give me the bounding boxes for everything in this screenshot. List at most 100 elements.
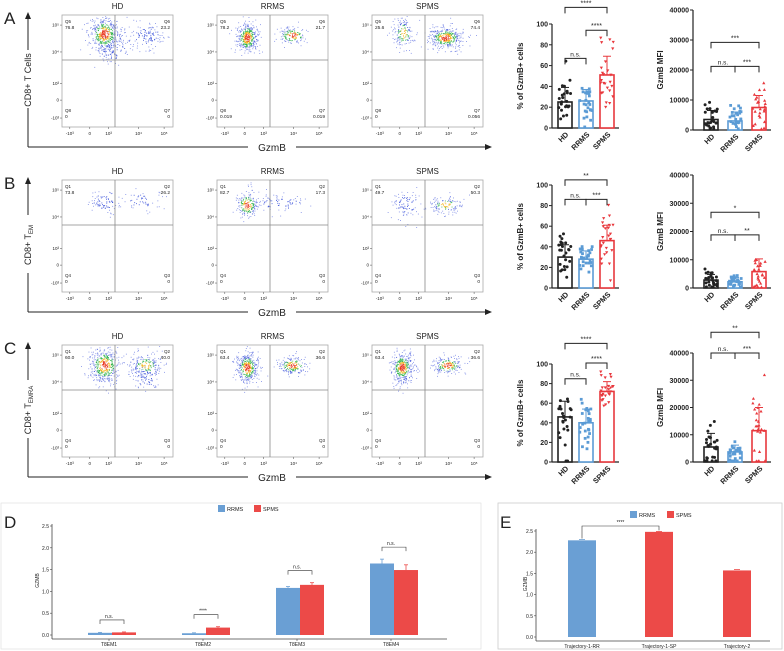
event-dot — [449, 192, 451, 194]
event-dot — [236, 362, 238, 364]
event-dot — [448, 360, 450, 362]
event-dot — [438, 365, 440, 367]
event-dot — [139, 371, 141, 373]
event-dot — [404, 24, 406, 25]
quadrant-value: 0 — [375, 279, 378, 285]
event-dot — [104, 365, 105, 367]
event-dot — [255, 46, 256, 48]
data-point — [584, 103, 588, 107]
event-dot — [96, 37, 98, 39]
event-dot — [281, 198, 283, 200]
event-dot — [239, 44, 240, 46]
event-dot — [410, 52, 412, 54]
significance-bracket — [564, 6, 608, 14]
event-dot — [102, 206, 104, 208]
event-dot — [256, 366, 258, 368]
event-dot — [458, 361, 460, 363]
quadrant-value: 0.019 — [220, 114, 232, 120]
event-dot — [256, 382, 257, 383]
event-dot — [392, 382, 394, 384]
quadrant-name: Q1 — [220, 184, 227, 189]
event-dot — [244, 50, 246, 52]
event-dot — [258, 31, 260, 33]
event-dot — [296, 351, 297, 353]
event-dot — [103, 23, 105, 25]
event-dot — [304, 374, 306, 376]
plot-frame — [371, 14, 484, 128]
event-dot — [287, 201, 289, 203]
event-dot — [453, 209, 455, 211]
event-dot — [406, 16, 408, 17]
event-dot — [150, 365, 152, 366]
event-dot — [449, 199, 451, 200]
arrow-right-icon — [485, 474, 492, 480]
event-dot — [288, 372, 290, 374]
event-dot — [245, 191, 247, 192]
event-dot — [243, 365, 244, 367]
event-dot — [106, 371, 107, 373]
event-dot — [137, 26, 139, 28]
event-dot — [109, 31, 111, 33]
event-dot — [140, 375, 142, 377]
event-dot — [142, 29, 144, 30]
event-dot — [395, 376, 397, 378]
event-dot — [248, 34, 249, 36]
event-dot — [142, 43, 143, 45]
event-dot — [236, 29, 238, 31]
event-dot — [433, 44, 435, 46]
event-dot — [116, 379, 118, 381]
event-dot — [405, 24, 407, 26]
event-dot — [295, 361, 297, 363]
event-dot — [94, 371, 95, 372]
event-dot — [108, 358, 110, 360]
event-dot — [244, 33, 246, 35]
event-dot — [107, 48, 109, 50]
event-dot — [107, 355, 108, 357]
x-tick-label: 10⁵ — [471, 461, 478, 466]
event-dot — [97, 24, 99, 25]
event-dot — [137, 380, 139, 382]
data-point — [715, 121, 719, 125]
event-dot — [147, 41, 149, 43]
event-dot — [250, 35, 251, 37]
event-dot — [403, 373, 405, 374]
event-dot — [107, 206, 109, 208]
event-dot — [112, 24, 114, 26]
event-dot — [251, 29, 253, 31]
event-dot — [448, 40, 450, 42]
event-dot — [149, 32, 151, 34]
event-dot — [105, 22, 106, 24]
event-dot — [122, 41, 124, 43]
event-dot — [453, 201, 455, 202]
event-dot — [444, 372, 446, 373]
event-dot — [263, 203, 265, 205]
event-dot — [96, 42, 98, 44]
event-dot — [240, 372, 242, 374]
event-dot — [98, 50, 100, 52]
event-dot — [429, 42, 431, 44]
event-dot — [99, 375, 101, 376]
event-dot — [238, 205, 240, 207]
event-dot — [397, 40, 399, 41]
event-dot — [447, 371, 449, 372]
event-dot — [244, 201, 246, 203]
event-dot — [115, 45, 117, 47]
event-dot — [247, 361, 249, 363]
event-dot — [245, 360, 247, 362]
event-dot — [292, 360, 294, 362]
event-dot — [404, 18, 406, 20]
event-dot — [254, 376, 256, 378]
event-dot — [439, 35, 441, 37]
event-dot — [113, 24, 114, 26]
event-dot — [247, 205, 249, 207]
significance-bracket — [710, 41, 760, 49]
event-dot — [108, 366, 110, 368]
event-dot — [252, 28, 253, 30]
event-dot — [400, 377, 402, 379]
event-dot — [248, 217, 250, 219]
event-dot — [103, 25, 105, 27]
event-dot — [88, 368, 90, 370]
event-dot — [290, 359, 292, 360]
event-dot — [453, 33, 455, 35]
